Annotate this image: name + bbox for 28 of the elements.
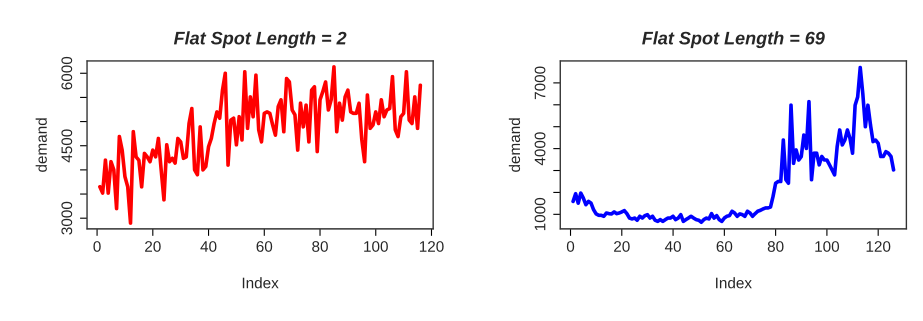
- line-series: [98, 65, 422, 225]
- x-tick-label: 60: [256, 241, 272, 252]
- y-tick-label: 7000: [534, 66, 546, 100]
- x-axis-title: Index: [242, 277, 279, 288]
- x-tick-label: 100: [364, 241, 388, 252]
- y-tick-label: 1000: [534, 198, 546, 230]
- x-tick-label: 20: [145, 241, 161, 252]
- x-tick-label: 80: [768, 241, 784, 252]
- y-tick-label: 4500: [61, 129, 72, 162]
- x-tick-label: 120: [420, 241, 444, 252]
- x-tick-label: 0: [93, 241, 101, 252]
- y-tick-label: 6000: [61, 56, 72, 90]
- y-axis-title: demand: [36, 118, 47, 172]
- x-tick-label: 20: [614, 241, 630, 252]
- y-tick-label: 3000: [61, 202, 72, 235]
- chart-title: Flat Spot Length = 69: [642, 31, 825, 48]
- y-axis-title: demand: [508, 118, 520, 172]
- x-tick-label: 40: [200, 241, 216, 252]
- x-axis-title: Index: [716, 277, 752, 288]
- x-tick-label: 0: [566, 241, 574, 252]
- chart-title: Flat Spot Length = 2: [174, 31, 346, 48]
- x-tick-label: 40: [664, 241, 681, 252]
- x-tick-label: 80: [312, 241, 328, 252]
- y-tick-label: 4000: [534, 132, 546, 166]
- x-tick-label: 100: [815, 241, 840, 252]
- line-series: [571, 66, 896, 224]
- x-tick-label: 120: [866, 241, 890, 252]
- x-tick-label: 60: [716, 241, 732, 252]
